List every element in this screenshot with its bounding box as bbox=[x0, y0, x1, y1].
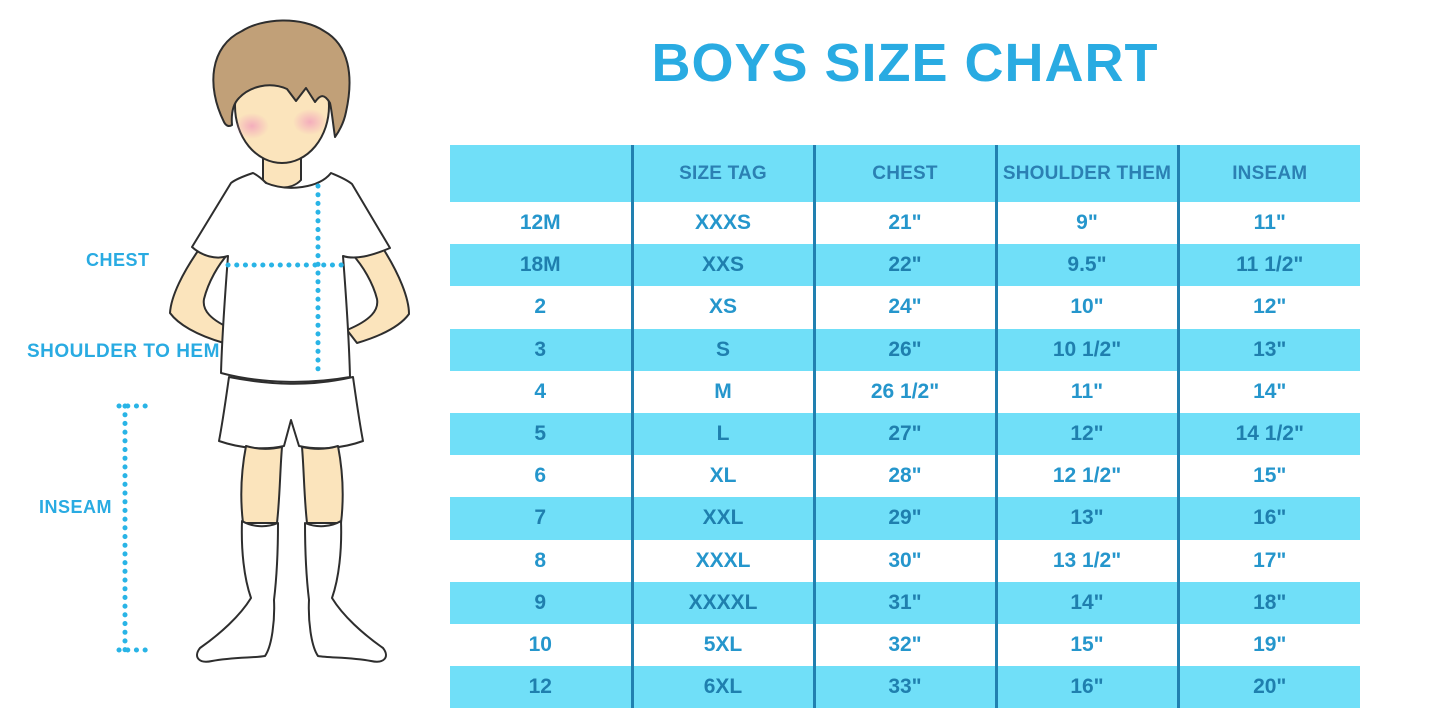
table-body: 12M XXXS 21" 9" 11" 18M XXS 22" 9.5" 11 1/2" 2 XS 24… bbox=[450, 202, 1360, 709]
table-cell: 13 1/2" bbox=[994, 539, 1178, 582]
left-sock bbox=[196, 520, 279, 663]
table-cell: 15" bbox=[1176, 455, 1360, 498]
table-cell: 26 1/2" bbox=[812, 370, 996, 413]
table-cell: 21" bbox=[812, 202, 996, 245]
header-cell: CHEST bbox=[812, 145, 996, 202]
table-cell: 26" bbox=[812, 328, 996, 371]
table-row: 5 L 27" 12" 14 1/2" bbox=[450, 412, 1360, 456]
table-cell: 15" bbox=[994, 623, 1178, 667]
table-cell: XS bbox=[630, 286, 814, 329]
table-cell: 9.5" bbox=[994, 244, 1178, 287]
header-cell bbox=[450, 145, 632, 202]
table-cell: XXL bbox=[630, 497, 814, 540]
table-cell: 7 bbox=[450, 497, 632, 540]
left-leg bbox=[240, 445, 283, 524]
table-cell: 18M bbox=[450, 244, 632, 287]
table-row: 12M XXXS 21" 9" 11" bbox=[450, 202, 1360, 245]
right-blush bbox=[293, 109, 327, 135]
table-row: 6 XL 28" 12 1/2" 15" bbox=[450, 455, 1360, 498]
measurement-figure: CHEST SHOULDER TO HEM INSEAM bbox=[0, 0, 450, 723]
shorts bbox=[218, 376, 364, 450]
table-cell: 22" bbox=[812, 244, 996, 287]
t-shirt bbox=[191, 172, 391, 383]
size-chart-table-container: SIZE TAG CHEST SHOULDER THEM INSEAM 12M XXXS… bbox=[450, 145, 1360, 709]
table-cell: 13" bbox=[994, 497, 1178, 540]
table-cell: 9 bbox=[450, 581, 632, 624]
table-row: 8 XXXL 30" 13 1/2" 17" bbox=[450, 539, 1360, 582]
table-cell: XXS bbox=[630, 244, 814, 287]
table-cell: 10" bbox=[994, 286, 1178, 329]
inseam-label: INSEAM bbox=[39, 497, 113, 517]
page-title: BOYS SIZE CHART bbox=[651, 33, 1159, 93]
header-cell: SIZE TAG bbox=[630, 145, 814, 202]
table-cell: 32" bbox=[812, 623, 996, 667]
right-arm bbox=[346, 249, 410, 344]
table-cell: 16" bbox=[994, 666, 1178, 709]
table-cell: XXXS bbox=[630, 202, 814, 245]
table-cell: 12" bbox=[994, 412, 1178, 456]
right-sock bbox=[304, 520, 387, 663]
table-cell: 14" bbox=[1176, 370, 1360, 413]
table-row: 18M XXS 22" 9.5" 11 1/2" bbox=[450, 244, 1360, 287]
table-cell: 11 1/2" bbox=[1176, 244, 1360, 287]
table-cell: 5XL bbox=[630, 623, 814, 667]
table-cell: 16" bbox=[1176, 497, 1360, 540]
table-cell: 28" bbox=[812, 455, 996, 498]
table-cell: 13" bbox=[1176, 328, 1360, 371]
table-cell: 29" bbox=[812, 497, 996, 540]
table-cell: 30" bbox=[812, 539, 996, 582]
table-cell: 12M bbox=[450, 202, 632, 245]
table-cell: 24" bbox=[812, 286, 996, 329]
table-cell: 2 bbox=[450, 286, 632, 329]
right-leg bbox=[301, 445, 344, 524]
table-cell: 6XL bbox=[630, 666, 814, 709]
table-header: SIZE TAG CHEST SHOULDER THEM INSEAM bbox=[450, 145, 1360, 202]
boy-figure-illustration bbox=[116, 19, 410, 663]
table-cell: 6 bbox=[450, 455, 632, 498]
table-cell: 31" bbox=[812, 581, 996, 624]
header-cell: SHOULDER THEM bbox=[994, 145, 1178, 202]
table-cell: 4 bbox=[450, 370, 632, 413]
size-chart-table: SIZE TAG CHEST SHOULDER THEM INSEAM 12M XXXS… bbox=[450, 145, 1360, 709]
table-cell: 11" bbox=[994, 370, 1178, 413]
table-cell: 9" bbox=[994, 202, 1178, 245]
table-cell: 10 bbox=[450, 623, 632, 667]
left-blush bbox=[235, 113, 269, 139]
table-row: 4 M 26 1/2" 11" 14" bbox=[450, 370, 1360, 413]
table-cell: 12 1/2" bbox=[994, 455, 1178, 498]
table-cell: 19" bbox=[1176, 623, 1360, 667]
table-cell: L bbox=[630, 412, 814, 456]
shoulder-to-hem-label: SHOULDER TO HEM bbox=[27, 341, 220, 362]
table-cell: S bbox=[630, 328, 814, 371]
table-header-row: SIZE TAG CHEST SHOULDER THEM INSEAM bbox=[450, 145, 1360, 202]
table-row: 10 5XL 32" 15" 19" bbox=[450, 623, 1360, 667]
table-cell: 33" bbox=[812, 666, 996, 709]
header-cell: INSEAM bbox=[1176, 145, 1360, 202]
table-cell: 17" bbox=[1176, 539, 1360, 582]
table-row: 7 XXL 29" 13" 16" bbox=[450, 497, 1360, 540]
table-cell: XL bbox=[630, 455, 814, 498]
table-cell: 5 bbox=[450, 412, 632, 456]
table-cell: 14 1/2" bbox=[1176, 412, 1360, 456]
table-cell: 12 bbox=[450, 666, 632, 709]
table-cell: 18" bbox=[1176, 581, 1360, 624]
table-row: 2 XS 24" 10" 12" bbox=[450, 286, 1360, 329]
table-cell: 27" bbox=[812, 412, 996, 456]
table-cell: M bbox=[630, 370, 814, 413]
table-cell: 10 1/2" bbox=[994, 328, 1178, 371]
chest-label: CHEST bbox=[86, 250, 150, 270]
table-cell: XXXL bbox=[630, 539, 814, 582]
table-cell: 11" bbox=[1176, 202, 1360, 245]
table-cell: 14" bbox=[994, 581, 1178, 624]
table-cell: 12" bbox=[1176, 286, 1360, 329]
table-cell: XXXXL bbox=[630, 581, 814, 624]
hair bbox=[212, 19, 351, 138]
table-cell: 3 bbox=[450, 328, 632, 371]
table-cell: 8 bbox=[450, 539, 632, 582]
table-row: 3 S 26" 10 1/2" 13" bbox=[450, 328, 1360, 371]
table-cell: 20" bbox=[1176, 666, 1360, 709]
table-row: 12 6XL 33" 16" 20" bbox=[450, 666, 1360, 709]
table-row: 9 XXXXL 31" 14" 18" bbox=[450, 581, 1360, 624]
